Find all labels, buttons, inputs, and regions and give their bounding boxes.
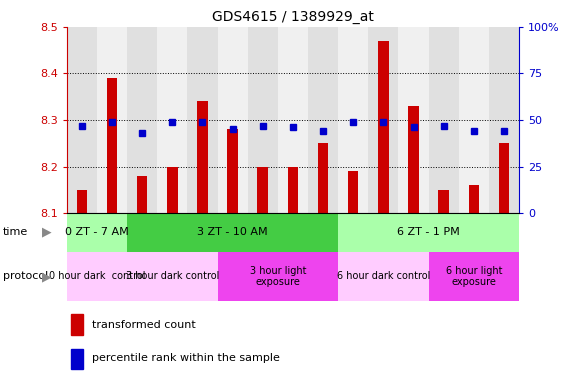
Bar [97, 27, 127, 213]
Bar [197, 101, 208, 213]
Bar [438, 190, 449, 213]
Bar [338, 27, 368, 213]
Bar [338, 252, 429, 301]
Bar [127, 213, 338, 252]
Text: 6 ZT - 1 PM: 6 ZT - 1 PM [397, 227, 460, 237]
Bar [167, 167, 177, 213]
Bar [227, 129, 238, 213]
Bar [489, 27, 519, 213]
Bar [429, 252, 519, 301]
Text: 3 hour light
exposure: 3 hour light exposure [249, 266, 306, 287]
Text: transformed count: transformed count [92, 320, 195, 330]
Text: 6 hour dark control: 6 hour dark control [337, 271, 430, 281]
Bar [398, 27, 429, 213]
Bar [258, 167, 268, 213]
Bar [378, 41, 389, 213]
Bar [308, 27, 338, 213]
Text: 3 hour dark control: 3 hour dark control [126, 271, 219, 281]
Text: 6 hour light
exposure: 6 hour light exposure [445, 266, 502, 287]
Text: percentile rank within the sample: percentile rank within the sample [92, 353, 280, 363]
Text: ▶: ▶ [42, 270, 52, 283]
Bar [67, 252, 127, 301]
Bar [127, 252, 218, 301]
Bar [67, 213, 127, 252]
Bar [67, 27, 97, 213]
Text: ▶: ▶ [42, 226, 52, 239]
Bar [107, 78, 117, 213]
Bar [318, 143, 328, 213]
Text: protocol: protocol [3, 271, 48, 281]
Bar [218, 27, 248, 213]
Bar [368, 27, 398, 213]
Bar [429, 27, 459, 213]
Bar [408, 106, 419, 213]
Text: 3 ZT - 10 AM: 3 ZT - 10 AM [197, 227, 268, 237]
Bar [127, 27, 157, 213]
Text: time: time [3, 227, 28, 237]
Bar [71, 314, 82, 335]
Bar [77, 190, 87, 213]
Bar [137, 176, 147, 213]
Bar [348, 171, 358, 213]
Text: 0 hour dark  control: 0 hour dark control [49, 271, 145, 281]
Bar [248, 27, 278, 213]
Bar [288, 167, 298, 213]
Bar [499, 143, 509, 213]
Bar [338, 213, 519, 252]
Bar [459, 27, 489, 213]
Bar [218, 252, 338, 301]
Bar [469, 185, 479, 213]
Bar [187, 27, 218, 213]
Title: GDS4615 / 1389929_at: GDS4615 / 1389929_at [212, 10, 374, 25]
Bar [278, 27, 308, 213]
Text: 0 ZT - 7 AM: 0 ZT - 7 AM [65, 227, 129, 237]
Bar [71, 349, 82, 369]
Bar [157, 27, 187, 213]
